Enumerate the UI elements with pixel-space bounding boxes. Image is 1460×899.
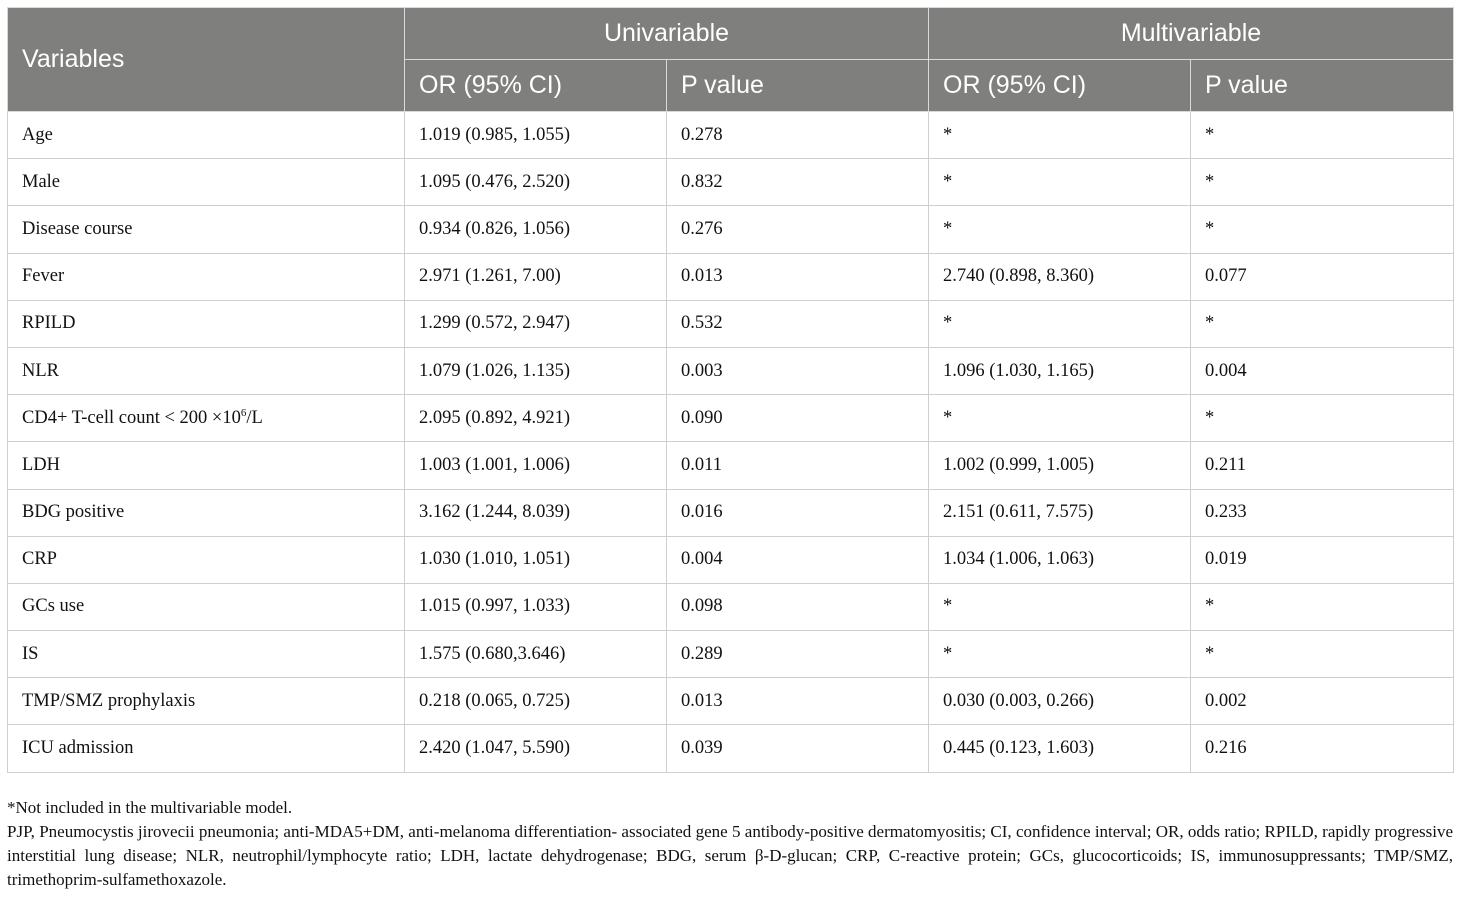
table-row: Male 1.095 (0.476, 2.520) 0.832 * *: [7, 158, 1454, 207]
variable-cell: RPILD: [7, 299, 405, 348]
uni-or-cell: 1.019 (0.985, 1.055): [404, 110, 667, 160]
multi-or-cell: 1.096 (1.030, 1.165): [928, 346, 1191, 396]
multi-p-cell: *: [1190, 394, 1454, 443]
uni-p-cell: 0.013: [666, 252, 929, 301]
uni-p-cell: 0.004: [666, 535, 929, 584]
uni-p-cell: 0.016: [666, 488, 929, 537]
multi-p-cell: *: [1190, 630, 1454, 679]
footnote-note: *Not included in the multivariable model…: [7, 798, 293, 817]
uni-p-cell: 0.278: [666, 110, 929, 160]
variable-cell: CRP: [7, 535, 405, 584]
variable-cell: GCs use: [7, 582, 405, 632]
table-footnotes: *Not included in the multivariable model…: [7, 796, 1453, 892]
table-row: IS 1.575 (0.680,3.646) 0.289 * *: [7, 630, 1454, 679]
uni-or-cell: 1.575 (0.680,3.646): [404, 630, 667, 679]
table-header: Variables Univariable Multivariable OR (…: [7, 7, 1454, 112]
header-multi-p: P value: [1190, 59, 1454, 112]
uni-p-cell: 0.832: [666, 158, 929, 207]
multi-p-cell: *: [1190, 582, 1454, 632]
multi-or-cell: 1.034 (1.006, 1.063): [928, 535, 1191, 584]
multi-p-cell: 0.077: [1190, 252, 1454, 301]
multi-or-cell: *: [928, 110, 1191, 160]
multi-or-cell: 0.030 (0.003, 0.266): [928, 677, 1191, 726]
table-row: Fever 2.971 (1.261, 7.00) 0.013 2.740 (0.89…: [7, 252, 1454, 301]
multi-or-cell: *: [928, 630, 1191, 679]
variable-cell: Fever: [7, 252, 405, 301]
multi-p-cell: 0.002: [1190, 677, 1454, 726]
variable-cell: BDG positive: [7, 488, 405, 537]
table-row: Disease course 0.934 (0.826, 1.056) 0.276 *…: [7, 205, 1454, 254]
multi-p-cell: 0.019: [1190, 535, 1454, 584]
header-variables: Variables: [7, 7, 405, 112]
multi-or-cell: *: [928, 158, 1191, 207]
variable-cell: CD4+ T-cell count < 200 ×106/L: [7, 394, 405, 443]
multi-or-cell: 2.151 (0.611, 7.575): [928, 488, 1191, 537]
variable-cell: IS: [7, 630, 405, 679]
uni-or-cell: 0.218 (0.065, 0.725): [404, 677, 667, 726]
table-row: RPILD 1.299 (0.572, 2.947) 0.532 * *: [7, 299, 1454, 348]
table-row: TMP/SMZ prophylaxis 0.218 (0.065, 0.725) 0…: [7, 677, 1454, 726]
variable-cell: Age: [7, 110, 405, 160]
uni-or-cell: 3.162 (1.244, 8.039): [404, 488, 667, 537]
multi-or-cell: 1.002 (0.999, 1.005): [928, 441, 1191, 490]
regression-table: Variables Univariable Multivariable OR (…: [7, 7, 1454, 773]
uni-p-cell: 0.532: [666, 299, 929, 348]
footnote-abbreviations: PJP, Pneumocystis jirovecii pneumonia; a…: [7, 822, 1453, 889]
uni-or-cell: 1.003 (1.001, 1.006): [404, 441, 667, 490]
multi-or-cell: *: [928, 205, 1191, 254]
uni-or-cell: 2.095 (0.892, 4.921): [404, 394, 667, 443]
table-row: NLR 1.079 (1.026, 1.135) 0.003 1.096 (1.030…: [7, 346, 1454, 396]
uni-or-cell: 1.079 (1.026, 1.135): [404, 346, 667, 396]
multi-or-cell: *: [928, 394, 1191, 443]
table-row: ICU admission 2.420 (1.047, 5.590) 0.039 0.…: [7, 724, 1454, 773]
variable-cell: NLR: [7, 346, 405, 396]
uni-p-cell: 0.098: [666, 582, 929, 632]
multi-p-cell: *: [1190, 299, 1454, 348]
variable-cell: Male: [7, 158, 405, 207]
header-multi-or: OR (95% CI): [928, 59, 1191, 112]
table-row: CRP 1.030 (1.010, 1.051) 0.004 1.034 (1.006…: [7, 535, 1454, 584]
uni-or-cell: 1.015 (0.997, 1.033): [404, 582, 667, 632]
multi-p-cell: *: [1190, 158, 1454, 207]
uni-or-cell: 2.971 (1.261, 7.00): [404, 252, 667, 301]
table-row: Age 1.019 (0.985, 1.055) 0.278 * *: [7, 110, 1454, 160]
uni-or-cell: 1.030 (1.010, 1.051): [404, 535, 667, 584]
multi-p-cell: 0.216: [1190, 724, 1454, 773]
uni-p-cell: 0.011: [666, 441, 929, 490]
header-univariable: Univariable: [404, 7, 929, 60]
table-row: CD4+ T-cell count < 200 ×106/L 2.095 (0.8…: [7, 394, 1454, 443]
uni-p-cell: 0.090: [666, 394, 929, 443]
variable-cell: Disease course: [7, 205, 405, 254]
table-row: BDG positive 3.162 (1.244, 8.039) 0.016 2.1…: [7, 488, 1454, 537]
table-row: LDH 1.003 (1.001, 1.006) 0.011 1.002 (0.999…: [7, 441, 1454, 490]
header-uni-or: OR (95% CI): [404, 59, 667, 112]
variable-cell: TMP/SMZ prophylaxis: [7, 677, 405, 726]
table-body: Age 1.019 (0.985, 1.055) 0.278 * * Male 1.095 …: [7, 110, 1454, 773]
variable-cell: LDH: [7, 441, 405, 490]
multi-p-cell: 0.004: [1190, 346, 1454, 396]
multi-or-cell: 2.740 (0.898, 8.360): [928, 252, 1191, 301]
uni-or-cell: 1.095 (0.476, 2.520): [404, 158, 667, 207]
multi-or-cell: *: [928, 299, 1191, 348]
uni-or-cell: 1.299 (0.572, 2.947): [404, 299, 667, 348]
multi-or-cell: 0.445 (0.123, 1.603): [928, 724, 1191, 773]
results-table-container: Variables Univariable Multivariable OR (…: [7, 7, 1454, 773]
uni-p-cell: 0.013: [666, 677, 929, 726]
uni-p-cell: 0.003: [666, 346, 929, 396]
uni-or-cell: 2.420 (1.047, 5.590): [404, 724, 667, 773]
header-multivariable: Multivariable: [928, 7, 1454, 60]
multi-p-cell: *: [1190, 110, 1454, 160]
uni-or-cell: 0.934 (0.826, 1.056): [404, 205, 667, 254]
header-uni-p: P value: [666, 59, 929, 112]
multi-p-cell: 0.233: [1190, 488, 1454, 537]
multi-or-cell: *: [928, 582, 1191, 632]
uni-p-cell: 0.276: [666, 205, 929, 254]
table-row: GCs use 1.015 (0.997, 1.033) 0.098 * *: [7, 582, 1454, 632]
uni-p-cell: 0.039: [666, 724, 929, 773]
multi-p-cell: 0.211: [1190, 441, 1454, 490]
variable-cell: ICU admission: [7, 724, 405, 773]
uni-p-cell: 0.289: [666, 630, 929, 679]
multi-p-cell: *: [1190, 205, 1454, 254]
